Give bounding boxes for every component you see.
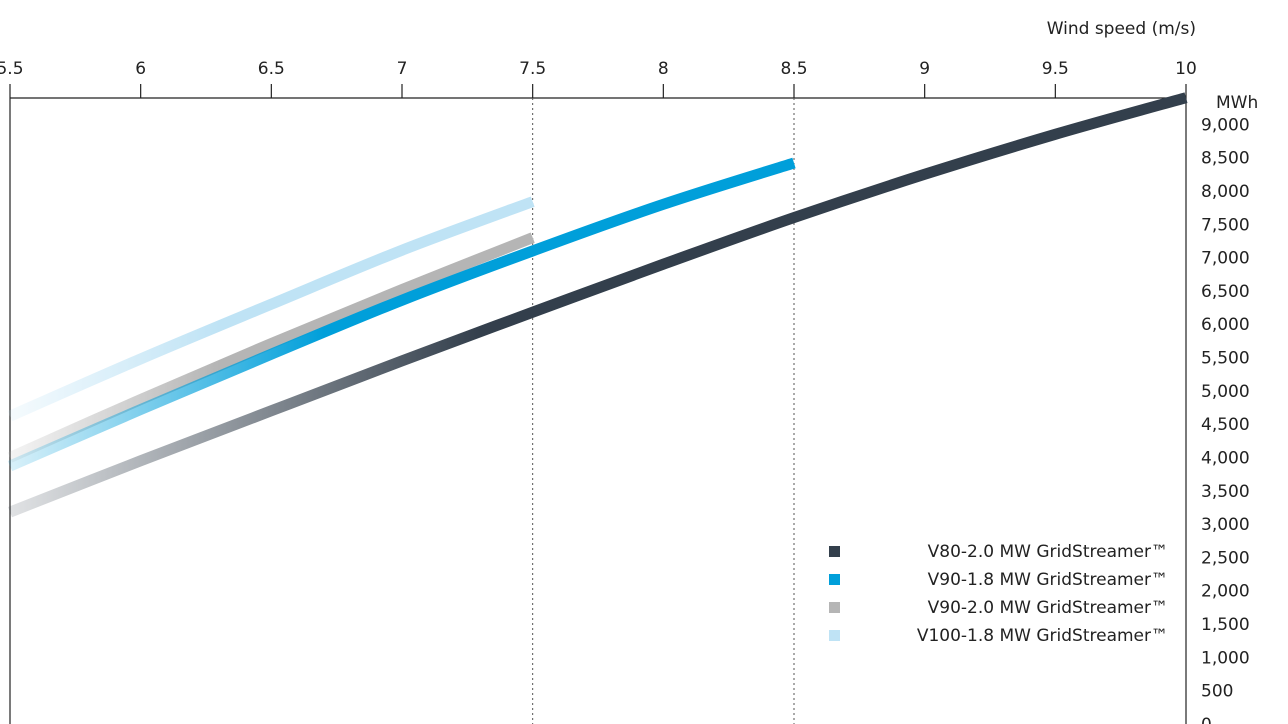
x-tick-label: 6 (135, 59, 146, 79)
y-tick-label: 5,500 (1201, 349, 1250, 369)
y-tick-label: 0 (1201, 715, 1212, 724)
series-line-3 (7, 196, 535, 422)
y-tick-label: 4,500 (1201, 415, 1250, 435)
y-axis-ticks: 0 500 1,000 1,500 2,000 2,500 3,000 3,500 4,000 4… (1201, 115, 1250, 724)
y-tick-label: 5,000 (1201, 382, 1250, 402)
y-tick-label: 3,000 (1201, 515, 1250, 535)
x-tick-label: 7 (397, 59, 408, 79)
series-lines (7, 92, 1188, 518)
legend-swatch (829, 574, 840, 585)
x-axis-ticks: 5.5 6 6.5 7 7.5 8 8.5 9 9.5 10 (0, 59, 1197, 98)
x-tick-label: 10 (1175, 59, 1197, 79)
x-tick-label: 9.5 (1042, 59, 1069, 79)
x-axis-title: Wind speed (m/s) (1047, 19, 1196, 39)
x-tick-label: 8.5 (780, 59, 807, 79)
y-tick-label: 3,500 (1201, 482, 1250, 502)
legend-swatch (829, 546, 840, 557)
y-tick-label: 8,000 (1201, 182, 1250, 202)
reference-lines (532, 98, 795, 724)
y-tick-label: 6,500 (1201, 282, 1250, 302)
y-tick-label: 1,000 (1201, 648, 1250, 668)
series-line-1 (7, 157, 796, 472)
series-line-2 (7, 232, 535, 463)
legend-swatch (829, 630, 840, 641)
y-axis-title: MWh (1216, 93, 1258, 113)
legend-label: V90-1.8 MW GridStreamer™ (928, 570, 1168, 590)
y-tick-label: 2,500 (1201, 548, 1250, 568)
y-tick-label: 9,000 (1201, 115, 1250, 135)
y-tick-label: 2,000 (1201, 582, 1250, 602)
y-tick-label: 500 (1201, 682, 1233, 702)
y-tick-label: 1,500 (1201, 615, 1250, 635)
x-tick-label: 5.5 (0, 59, 24, 79)
legend: V80-2.0 MW GridStreamer™ V90-1.8 MW GridS… (829, 542, 1168, 646)
y-tick-label: 7,500 (1201, 215, 1250, 235)
y-tick-label: 4,000 (1201, 448, 1250, 468)
x-tick-label: 6.5 (258, 59, 285, 79)
legend-label: V80-2.0 MW GridStreamer™ (928, 542, 1168, 562)
x-tick-label: 8 (658, 59, 669, 79)
x-tick-label: 7.5 (519, 59, 546, 79)
series-line-0 (8, 92, 1188, 518)
y-tick-label: 6,000 (1201, 315, 1250, 335)
legend-label: V90-2.0 MW GridStreamer™ (928, 598, 1168, 618)
y-tick-label: 8,500 (1201, 149, 1250, 169)
legend-label: V100-1.8 MW GridStreamer™ (917, 626, 1168, 646)
legend-swatch (829, 602, 840, 613)
y-tick-label: 7,000 (1201, 249, 1250, 269)
x-tick-label: 9 (919, 59, 930, 79)
